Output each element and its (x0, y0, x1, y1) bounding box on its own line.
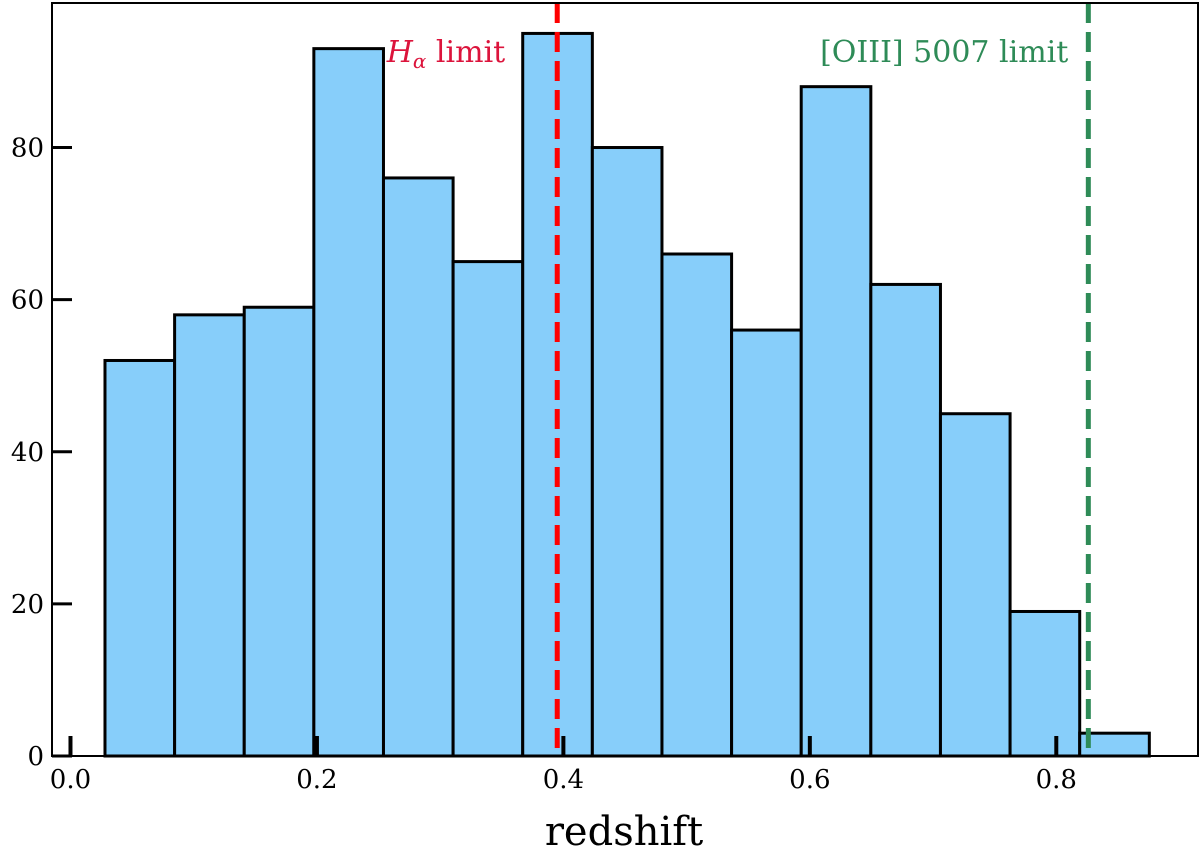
histogram-bar (103, 358, 177, 758)
histogram-bar (173, 313, 246, 758)
histogram-bar (1008, 609, 1082, 758)
histogram-bar (242, 305, 316, 758)
histogram-bar (799, 85, 873, 758)
axes: 0.0 0.2 0.4 0.6 0.8 0 20 40 60 80 (11, 134, 1077, 795)
histogram-bar (660, 252, 734, 758)
histogram-bars (103, 31, 1151, 758)
h-alpha-limit-label-sub: α (413, 49, 427, 73)
histogram-bar (938, 412, 1012, 758)
x-axis-label: redshift (545, 809, 703, 851)
y-tick-label: 40 (11, 438, 44, 468)
histogram-bar (451, 260, 525, 758)
x-tick-label: 0.6 (789, 765, 830, 795)
histogram-bar (590, 146, 664, 758)
y-tick-label: 0 (27, 742, 44, 772)
y-tick-label: 60 (11, 286, 44, 316)
x-tick-label: 0.0 (50, 765, 91, 795)
x-tick-label: 0.2 (296, 765, 337, 795)
h-alpha-limit-label-main: H (386, 35, 414, 70)
y-tick-label: 80 (11, 134, 44, 164)
x-tick-label: 0.4 (543, 765, 584, 795)
plot-frame (51, 2, 1199, 757)
histogram-bar (381, 176, 455, 758)
oiii-5007-limit-label: [OIII] 5007 limit (820, 35, 1068, 70)
h-alpha-limit-label: Hα limit (386, 35, 506, 73)
x-tick-label: 0.8 (1036, 765, 1077, 795)
y-tick-label: 20 (11, 590, 44, 620)
limit-annotations: Hα limit [OIII] 5007 limit (386, 3, 1091, 756)
histogram-bar (869, 282, 942, 758)
histogram-bar (312, 47, 385, 758)
histogram-bar (730, 328, 803, 758)
h-alpha-limit-label-suffix: limit (426, 35, 505, 70)
